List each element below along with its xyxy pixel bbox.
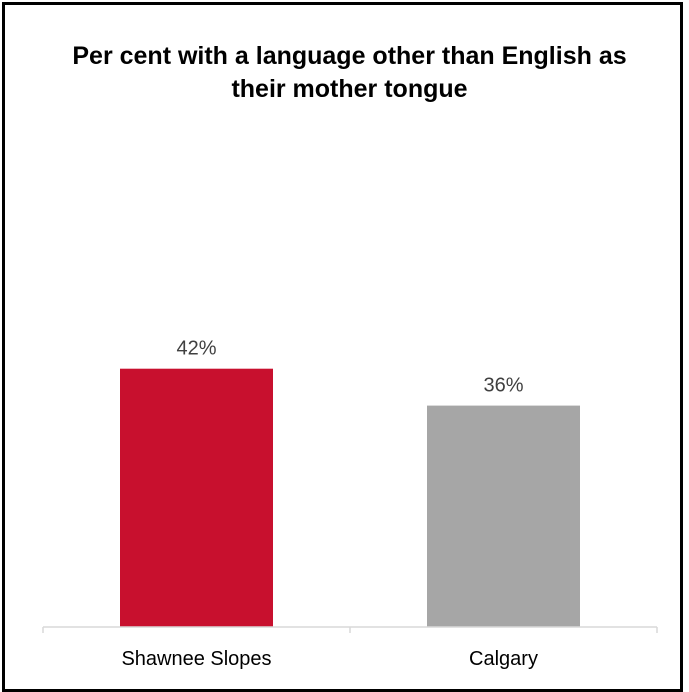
x-axis: [42, 626, 658, 633]
x-tick-label: Shawnee Slopes: [121, 648, 271, 670]
data-label: 36%: [483, 375, 523, 397]
labels-layer: 42% Shawnee Slopes 36% Calgary: [121, 338, 538, 670]
chart-title: Per cent with a language other than Engl…: [72, 42, 627, 103]
bar-calgary: [427, 405, 580, 627]
data-label: 42%: [176, 338, 216, 360]
bar-shawnee-slopes: [120, 368, 273, 627]
bars-layer: [120, 368, 580, 627]
x-tick-label: Calgary: [469, 648, 538, 670]
